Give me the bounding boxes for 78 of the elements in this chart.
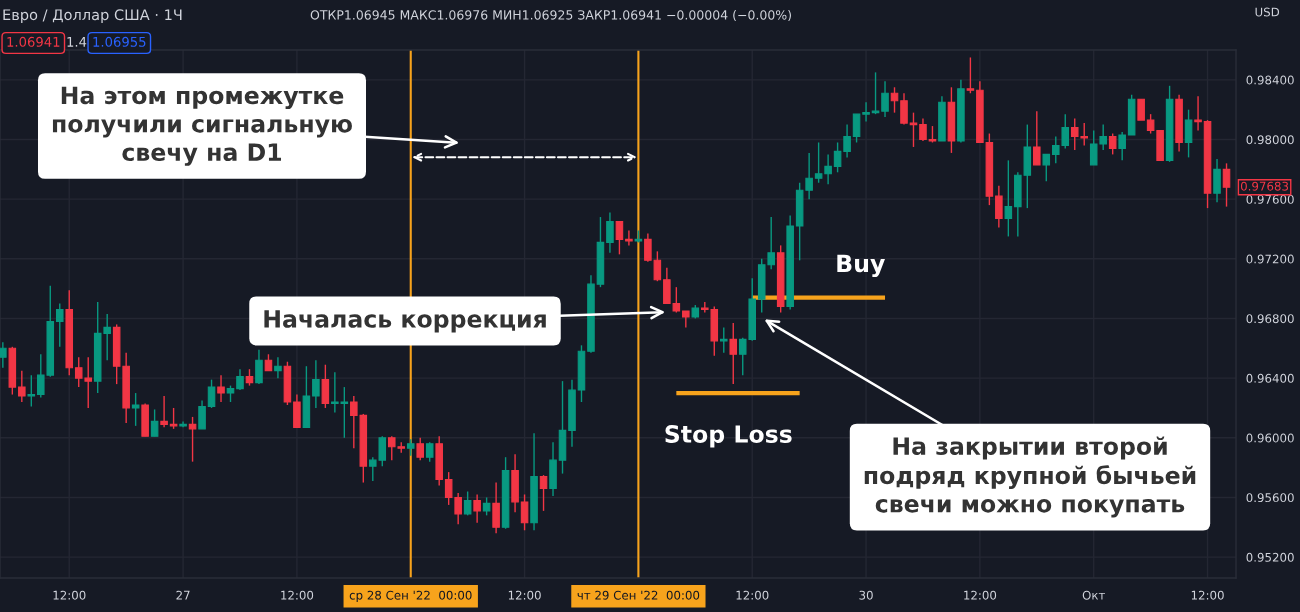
candlestick [425,441,434,463]
candlestick [255,349,263,385]
candlestick [824,153,832,185]
x-tick-label: Окт [1082,590,1106,600]
x-tick-label: 30 [859,590,873,600]
y-tick-label: 0.96800 [1246,314,1294,324]
candlestick [1213,158,1221,203]
candlestick [1042,153,1051,182]
candlestick [236,368,244,391]
candlestick [1033,110,1041,166]
candlestick [843,123,851,159]
candlestick [881,80,889,118]
candlestick [1222,162,1231,208]
candlestick [966,56,975,94]
text: 0.97683 [1240,181,1289,191]
candlestick [198,399,206,430]
candlestick [1184,108,1193,159]
x-tick-label: 12:00 [1191,590,1224,600]
candlestick [615,220,624,256]
candlestick [900,92,908,126]
x-tick-label: 12:00 [508,590,541,600]
candlestick [606,211,614,254]
x-tick-label: чт 29 Сен '22 00:00 [577,590,700,600]
candlestick [520,493,529,531]
candlestick [207,378,216,409]
candlestick [995,185,1003,229]
y-tick-label: 0.98400 [1246,75,1294,85]
x-tick-label: 27 [176,590,190,600]
candlestick [150,408,159,438]
candlestick [1137,98,1145,121]
x-tick-label: ср 28 Сен '22 00:00 [349,590,472,602]
candlestick [321,364,330,409]
candlestick [852,113,861,144]
candlestick [160,395,168,429]
y-tick-label: 0.96000 [1246,433,1294,443]
series-label: Stop Loss [665,425,792,448]
candlestick [492,481,500,534]
text: 1.06941 [7,36,60,47]
text: 1.4 [67,37,87,47]
candlestick [1108,132,1117,156]
x-tick-label: 12:00 [53,590,86,600]
candlestick [833,141,842,174]
candlestick [55,302,64,348]
candlestick [909,111,918,148]
y-tick-label: 0.95600 [1246,493,1294,503]
candlestick [539,474,548,512]
candlestick [862,101,870,123]
candlestick [473,493,481,524]
y-tick-label: 0.96400 [1246,373,1294,383]
candlestick [312,359,320,409]
candlestick [625,229,633,247]
chart-title: Евро / Доллар США · 1Ч [3,9,182,24]
candlestick [169,407,178,430]
candlestick [0,341,7,369]
x-tick-label: 12:00 [281,590,314,600]
candlestick [416,437,425,461]
y-tick-label: 0.95200 [1246,552,1294,562]
candlestick [919,117,927,142]
y-axis-title: USD [1255,7,1280,17]
y-tick-label: 0.97200 [1246,254,1294,264]
series-label: Buy [837,254,885,278]
x-tick-label: 12:00 [736,590,769,600]
candlestick [131,392,140,427]
candlestick [27,374,36,408]
candlestick [729,322,738,385]
text: 1.06955 [93,36,146,47]
candlestick [1004,159,1013,238]
x-tick-label: 12:00 [964,590,997,600]
candlestick [18,369,26,403]
candlestick [814,141,823,184]
y-tick-label: 0.98000 [1246,135,1294,145]
candlestick [1194,95,1202,132]
annotation: На закрытии второй подряд крупной бычьей свечи можно покупать [864,436,1196,518]
y-tick-label: 0.97600 [1246,194,1294,204]
candlestick [1118,131,1126,162]
candlestick [274,356,282,379]
chart-subtitle: ОТКР1.06945 МАКС1.06976 МИН1.06925 ЗАКР1.06941 −0.00004 (−0.00%) [310,9,791,22]
candlestick [217,374,225,403]
